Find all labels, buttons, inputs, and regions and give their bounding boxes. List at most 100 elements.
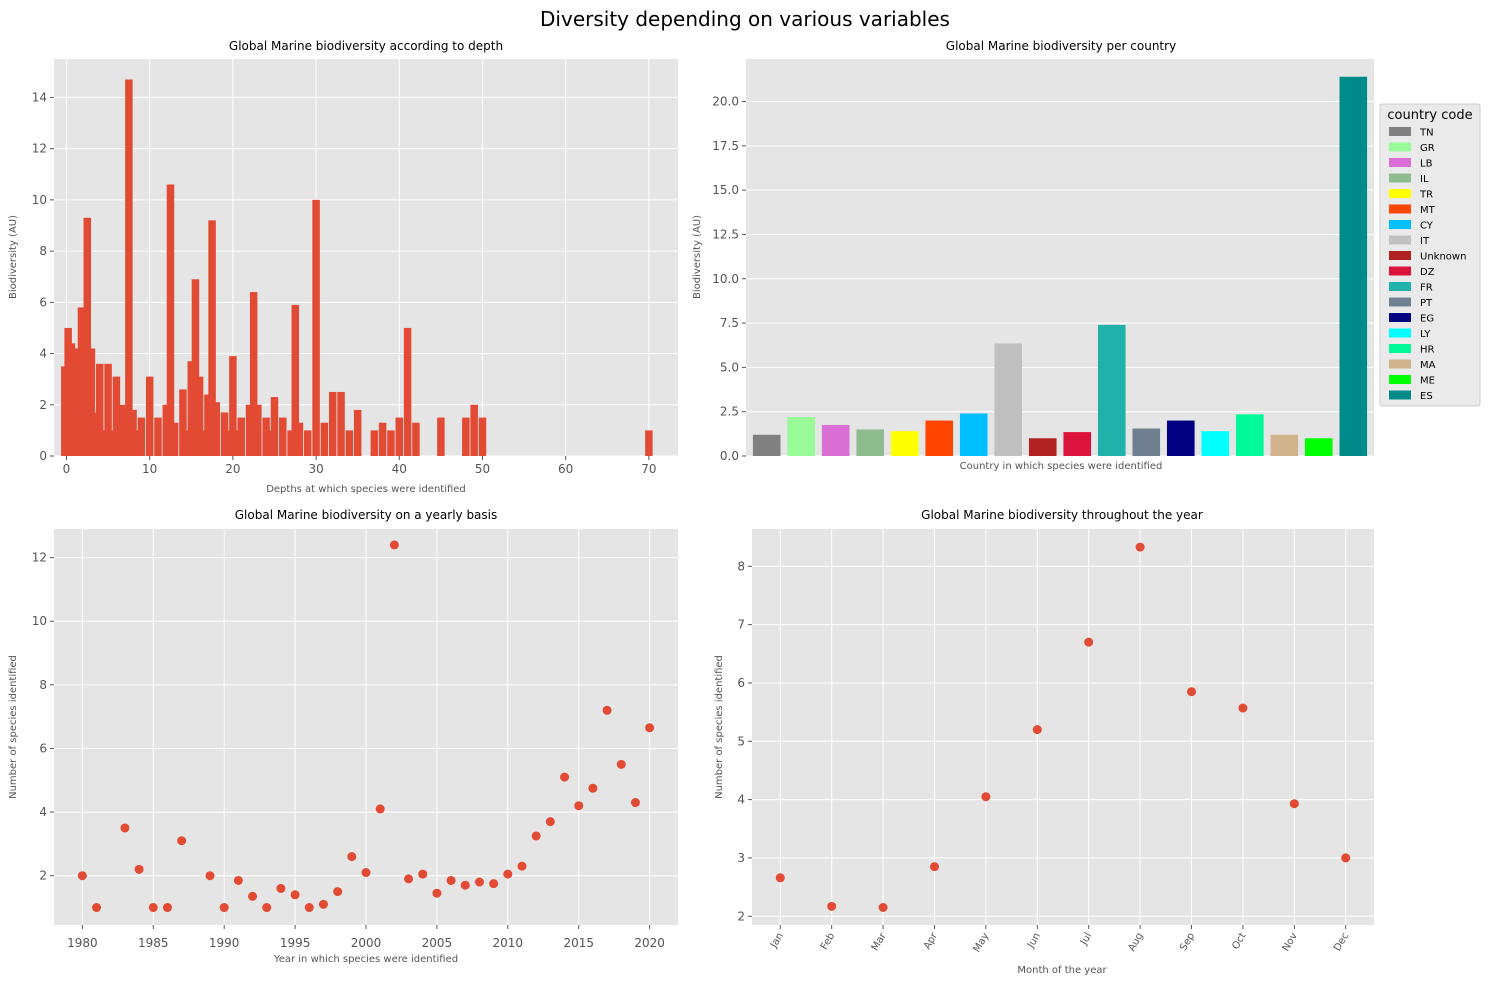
legend-swatch bbox=[1389, 173, 1411, 183]
yearly-point bbox=[120, 823, 130, 833]
x-tick-label: 2015 bbox=[563, 936, 594, 950]
depth-bar bbox=[204, 394, 212, 456]
y-tick-label: 4 bbox=[737, 793, 745, 807]
y-tick-label: 10 bbox=[32, 614, 47, 628]
depth-bar bbox=[100, 430, 108, 456]
country-bar-il bbox=[856, 429, 885, 456]
legend-item: IT bbox=[1389, 235, 1430, 247]
legend-item: HR bbox=[1389, 344, 1435, 356]
legend-swatch bbox=[1389, 189, 1411, 198]
legend-item: FR bbox=[1389, 282, 1433, 294]
x-tick-label: 2000 bbox=[351, 936, 382, 950]
country-bar-ma bbox=[1270, 434, 1299, 456]
legend-swatch bbox=[1389, 142, 1411, 152]
monthly-point bbox=[775, 873, 785, 883]
x-tick-label: 0 bbox=[63, 462, 71, 476]
legend-label: LB bbox=[1420, 159, 1433, 170]
yearly-point bbox=[276, 883, 286, 893]
chart-title-depth: Global Marine biodiversity according to … bbox=[229, 39, 503, 53]
panel-yearly: 1980 1985 1990 1995 2000 2005 2010 2015 2020 2 4 6 8… bbox=[8, 508, 678, 965]
figure-suptitle: Diversity depending on various variables bbox=[540, 7, 950, 31]
y-tick-label: 4 bbox=[39, 347, 47, 361]
month-tick-label: Nov bbox=[1281, 931, 1300, 953]
legend-label: FR bbox=[1420, 283, 1433, 294]
depth-bar bbox=[291, 304, 300, 456]
legend-label: IT bbox=[1420, 236, 1430, 247]
yearly-point bbox=[503, 869, 513, 879]
y-axis-label-country: Biodiversity (AU) bbox=[692, 215, 703, 299]
legend-item: PT bbox=[1389, 297, 1433, 309]
y-tick-label: 7 bbox=[737, 618, 745, 632]
depth-bar bbox=[170, 422, 179, 456]
yearly-point bbox=[389, 540, 399, 550]
depth-bar bbox=[345, 430, 354, 456]
yearly-point bbox=[588, 783, 598, 793]
month-tick-label: Feb bbox=[819, 931, 837, 952]
legend-swatch bbox=[1389, 266, 1411, 276]
panel-country: 0.0 2.5 5.0 7.5 10.0 12.5 15.0 17.5 20.0 Global … bbox=[692, 39, 1481, 472]
depth-bar bbox=[403, 327, 412, 456]
depth-bar bbox=[312, 199, 320, 456]
depth-bar bbox=[179, 389, 187, 456]
legend-label: PT bbox=[1420, 298, 1433, 309]
depth-bar bbox=[266, 430, 275, 456]
plot-area-country bbox=[746, 59, 1374, 456]
legend-swatch bbox=[1389, 375, 1411, 384]
yearly-point bbox=[418, 869, 428, 879]
legend-item: EG bbox=[1389, 313, 1434, 325]
depth-bar bbox=[208, 220, 216, 456]
monthly-point bbox=[878, 903, 888, 913]
chart-title-yearly: Global Marine biodiversity on a yearly b… bbox=[235, 508, 498, 522]
depth-bar bbox=[77, 307, 86, 456]
y-tick-label: 5.0 bbox=[720, 360, 739, 374]
y-tick-label: 8 bbox=[39, 678, 47, 692]
month-tick-label: Aug bbox=[1126, 931, 1145, 953]
monthly-point bbox=[929, 862, 939, 872]
plot-area-depth bbox=[54, 59, 678, 456]
monthly-point bbox=[1084, 637, 1094, 647]
yearly-point bbox=[361, 868, 371, 878]
yearly-point bbox=[92, 903, 102, 913]
yearly-point bbox=[248, 891, 258, 901]
depth-bar bbox=[478, 417, 487, 456]
y-tick-label: 6 bbox=[737, 676, 745, 690]
depth-bar bbox=[237, 417, 245, 456]
month-tick-label: Oct bbox=[1230, 931, 1248, 952]
legend-item: CY bbox=[1389, 220, 1434, 232]
x-tick-label: 30 bbox=[308, 462, 323, 476]
depth-bar bbox=[162, 404, 171, 456]
country-bar-tr bbox=[890, 431, 919, 456]
depth-bar bbox=[387, 430, 395, 456]
legend-swatch bbox=[1389, 359, 1411, 369]
monthly-point bbox=[1238, 703, 1248, 713]
depth-bar bbox=[470, 404, 478, 456]
depth-bar bbox=[233, 430, 241, 456]
x-tick-label: 2020 bbox=[634, 936, 665, 950]
x-tick-label: 10 bbox=[142, 462, 157, 476]
depth-bar bbox=[71, 348, 79, 456]
y-tick-label: 5 bbox=[737, 734, 745, 748]
depth-bar bbox=[279, 417, 287, 456]
y-tick-label: 12.5 bbox=[712, 227, 739, 241]
legend-swatch bbox=[1389, 220, 1411, 229]
legend-swatch bbox=[1389, 127, 1411, 136]
country-bar-es bbox=[1339, 76, 1368, 457]
yearly-point bbox=[148, 903, 158, 913]
depth-bar bbox=[328, 391, 337, 456]
legend-item: IL bbox=[1389, 173, 1429, 185]
y-tick-label: 4 bbox=[39, 805, 47, 819]
yearly-point bbox=[574, 801, 584, 811]
yearly-point bbox=[460, 880, 470, 890]
depth-bar bbox=[270, 397, 279, 456]
yearly-point bbox=[77, 871, 87, 881]
monthly-point bbox=[1187, 687, 1197, 697]
yearly-point bbox=[304, 903, 314, 913]
yearly-point bbox=[177, 836, 187, 846]
depth-bar bbox=[166, 184, 175, 456]
x-tick-label: 50 bbox=[475, 462, 490, 476]
depth-bar bbox=[133, 430, 141, 456]
legend-title: country code bbox=[1387, 108, 1472, 123]
chart-title-monthly: Global Marine biodiversity throughout th… bbox=[921, 508, 1203, 522]
yearly-point bbox=[645, 723, 655, 733]
